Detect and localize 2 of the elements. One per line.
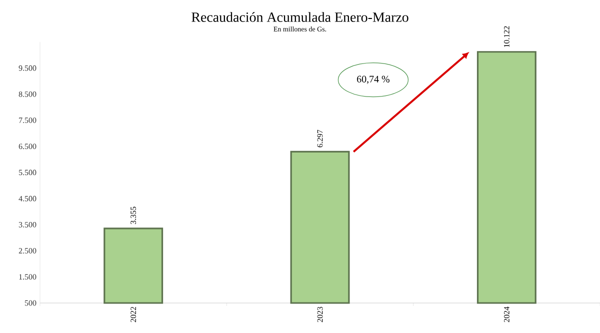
- chart-title: Recaudación Acumulada Enero-Marzo: [192, 12, 408, 22]
- annotation: 60,74 %: [357, 76, 390, 84]
